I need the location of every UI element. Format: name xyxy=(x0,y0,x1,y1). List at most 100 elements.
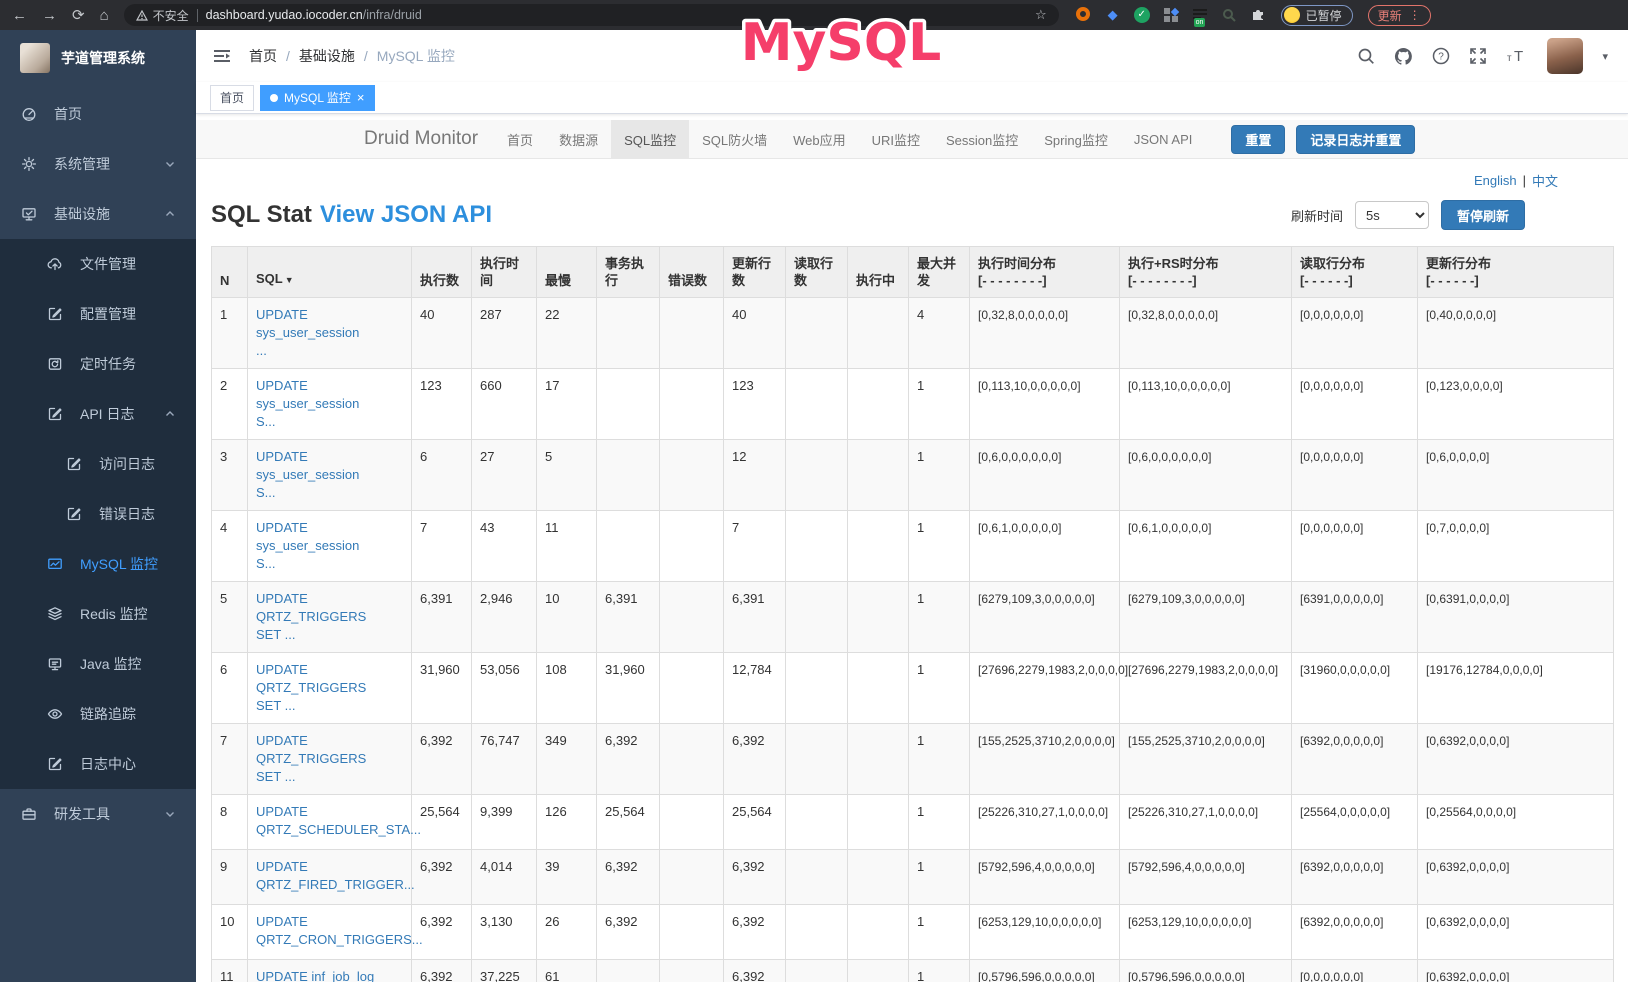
column-header-更新行分布[interactable]: 更新行分布 [- - - - - -] xyxy=(1417,246,1614,298)
sidebar-item-6[interactable]: API 日志 xyxy=(0,389,196,439)
bookmark-star-icon[interactable]: ☆ xyxy=(1034,7,1047,22)
sort-desc-icon: ▼ xyxy=(284,275,294,285)
lang-chinese-link[interactable]: 中文 xyxy=(1531,174,1558,189)
view-json-api-link[interactable]: View JSON API xyxy=(319,201,492,228)
column-header-执行中[interactable]: 执行中 xyxy=(847,246,909,298)
column-header-执行时间[interactable]: 执行时间 xyxy=(471,246,537,298)
column-header-最大并发[interactable]: 最大并发 xyxy=(908,246,970,298)
puzzle-extensions-icon[interactable] xyxy=(1250,7,1266,23)
column-header-错误数[interactable]: 错误数 xyxy=(659,246,724,298)
sql-link[interactable]: UPDATE QRTZ_CRON_TRIGGERS... xyxy=(256,914,423,947)
cell-value: [31960,0,0,0,0,0] xyxy=(1291,652,1418,724)
avatar-caret-icon[interactable]: ▾ xyxy=(1602,50,1608,63)
druid-tab-首页[interactable]: 首页 xyxy=(507,132,534,148)
sidebar-item-14[interactable]: 研发工具 xyxy=(0,789,196,839)
sidebar-item-13[interactable]: 日志中心 xyxy=(0,739,196,789)
cell-index: 2 xyxy=(211,368,248,440)
sidebar-item-12[interactable]: 链路追踪 xyxy=(0,689,196,739)
sidebar-item-1[interactable]: 系统管理 xyxy=(0,139,196,189)
column-header-读取行数[interactable]: 读取行数 xyxy=(785,246,848,298)
column-header-读取行分布[interactable]: 读取行分布 [- - - - - -] xyxy=(1291,246,1418,298)
sql-link[interactable]: UPDATE QRTZ_TRIGGERS SET ... xyxy=(256,591,367,642)
sidebar-item-2[interactable]: 基础设施 xyxy=(0,189,196,239)
pause-refresh-button[interactable]: 暂停刷新 xyxy=(1440,200,1525,230)
sql-link[interactable]: UPDATE sys_user_session S... xyxy=(256,520,360,571)
sidebar-item-label: Redis 监控 xyxy=(80,606,148,622)
security-warning[interactable]: 不安全 xyxy=(135,7,189,24)
druid-tab-URI监控[interactable]: URI监控 xyxy=(871,132,920,148)
druid-tab-Spring监控[interactable]: Spring监控 xyxy=(1044,132,1108,148)
avatar[interactable] xyxy=(1547,38,1584,74)
column-header-执行时间分布[interactable]: 执行时间分布 [- - - - - - - -] xyxy=(969,246,1120,298)
sidebar-item-4[interactable]: 配置管理 xyxy=(0,289,196,339)
reload-icon[interactable]: ⟳ xyxy=(72,6,85,24)
sidebar-item-10[interactable]: Redis 监控 xyxy=(0,589,196,639)
cell-value: 12,784 xyxy=(723,652,786,724)
extension-list-icon[interactable]: on xyxy=(1192,7,1208,27)
hamburger-icon[interactable] xyxy=(212,46,232,66)
druid-tab-SQL防火墙[interactable]: SQL防火墙 xyxy=(702,132,768,148)
cell-value: 43 xyxy=(471,510,537,582)
sql-link[interactable]: UPDATE sys_user_session S... xyxy=(256,449,360,500)
search-icon[interactable] xyxy=(1357,47,1375,65)
extension-dark-icon[interactable] xyxy=(1221,7,1237,23)
cell-value xyxy=(596,297,660,369)
column-header-事务执行[interactable]: 事务执行 xyxy=(596,246,660,298)
extension-grid-icon[interactable] xyxy=(1163,7,1179,23)
sql-link[interactable]: UPDATE QRTZ_TRIGGERS SET ... xyxy=(256,733,367,784)
extension-gem-icon[interactable]: ◆ xyxy=(1107,7,1118,22)
sql-link[interactable]: UPDATE QRTZ_FIRED_TRIGGER... xyxy=(256,859,415,892)
druid-brand[interactable]: Druid Monitor xyxy=(364,128,479,149)
extension-donut-icon[interactable] xyxy=(1075,7,1092,23)
log-and-reset-button[interactable]: 记录日志并重置 xyxy=(1296,124,1416,154)
column-header-N[interactable]: N xyxy=(211,246,248,298)
druid-tab-Session监控[interactable]: Session监控 xyxy=(946,132,1019,148)
sidebar-item-3[interactable]: 文件管理 xyxy=(0,239,196,289)
sidebar-item-5[interactable]: 定时任务 xyxy=(0,339,196,389)
column-header-最慢[interactable]: 最慢 xyxy=(536,246,597,298)
home-icon[interactable]: ⌂ xyxy=(99,6,109,24)
column-header-执行数[interactable]: 执行数 xyxy=(411,246,472,298)
sidebar-item-8[interactable]: 错误日志 xyxy=(0,489,196,539)
sidebar-logo-row[interactable]: 芋道管理系统 xyxy=(0,30,196,85)
sidebar-item-9[interactable]: MySQL 监控 xyxy=(0,539,196,589)
column-header-SQL[interactable]: SQL ▼ xyxy=(247,246,412,298)
github-icon[interactable] xyxy=(1394,47,1413,66)
tag-首页[interactable]: 首页 xyxy=(210,84,255,111)
sql-link[interactable]: UPDATE sys_user_session S... xyxy=(256,378,360,429)
browser-update-button[interactable]: 更新 ⋮ xyxy=(1367,4,1431,26)
extension-green-icon[interactable]: ✓ xyxy=(1133,7,1150,23)
reset-button[interactable]: 重置 xyxy=(1231,124,1286,154)
sql-link[interactable]: UPDATE sys_user_session ... xyxy=(256,307,360,358)
druid-tab-Web应用[interactable]: Web应用 xyxy=(793,132,846,148)
back-icon[interactable]: ← xyxy=(12,6,27,24)
cell-value: 6,392 xyxy=(723,904,786,960)
druid-tab-JSON API[interactable]: JSON API xyxy=(1133,131,1193,147)
profile-paused-pill[interactable]: 已暂停 xyxy=(1280,4,1353,26)
forward-icon[interactable]: → xyxy=(42,6,57,24)
sql-link[interactable]: UPDATE QRTZ_SCHEDULER_STA... xyxy=(256,804,421,837)
sidebar-item-0[interactable]: 首页 xyxy=(0,89,196,139)
cell-value: [0,5796,596,0,0,0,0,0] xyxy=(969,959,1120,982)
refresh-interval-select[interactable]: 5s xyxy=(1354,201,1429,229)
sql-link[interactable]: UPDATE inf_job_log SET e... xyxy=(256,969,375,982)
druid-tab-SQL监控[interactable]: SQL监控 xyxy=(611,119,690,159)
breadcrumb-item[interactable]: 首页 xyxy=(249,48,277,64)
sidebar-item-11[interactable]: Java 监控 xyxy=(0,639,196,689)
column-header-label: 错误数 xyxy=(668,273,708,288)
fullscreen-icon[interactable] xyxy=(1469,47,1487,65)
sql-link[interactable]: UPDATE QRTZ_TRIGGERS SET ... xyxy=(256,662,367,713)
browser-menu-icon[interactable]: ⋮ xyxy=(1408,8,1421,22)
column-header-执行+RS时分布[interactable]: 执行+RS时分布 [- - - - - - - -] xyxy=(1119,246,1292,298)
column-header-更新行数[interactable]: 更新行数 xyxy=(723,246,786,298)
sidebar-item-7[interactable]: 访问日志 xyxy=(0,439,196,489)
address-bar[interactable]: 不安全 dashboard.yudao.iocoder.cn/infra/dru… xyxy=(123,4,1059,26)
breadcrumb-item[interactable]: 基础设施 xyxy=(298,48,355,64)
lang-english-link[interactable]: English xyxy=(1473,173,1517,188)
tag-close-icon[interactable]: × xyxy=(356,90,365,105)
cell-value: 6,392 xyxy=(723,849,786,905)
druid-tab-数据源[interactable]: 数据源 xyxy=(559,132,599,148)
tag-MySQL 监控[interactable]: MySQL 监控 × xyxy=(260,84,375,111)
help-icon[interactable]: ? xyxy=(1432,47,1450,65)
